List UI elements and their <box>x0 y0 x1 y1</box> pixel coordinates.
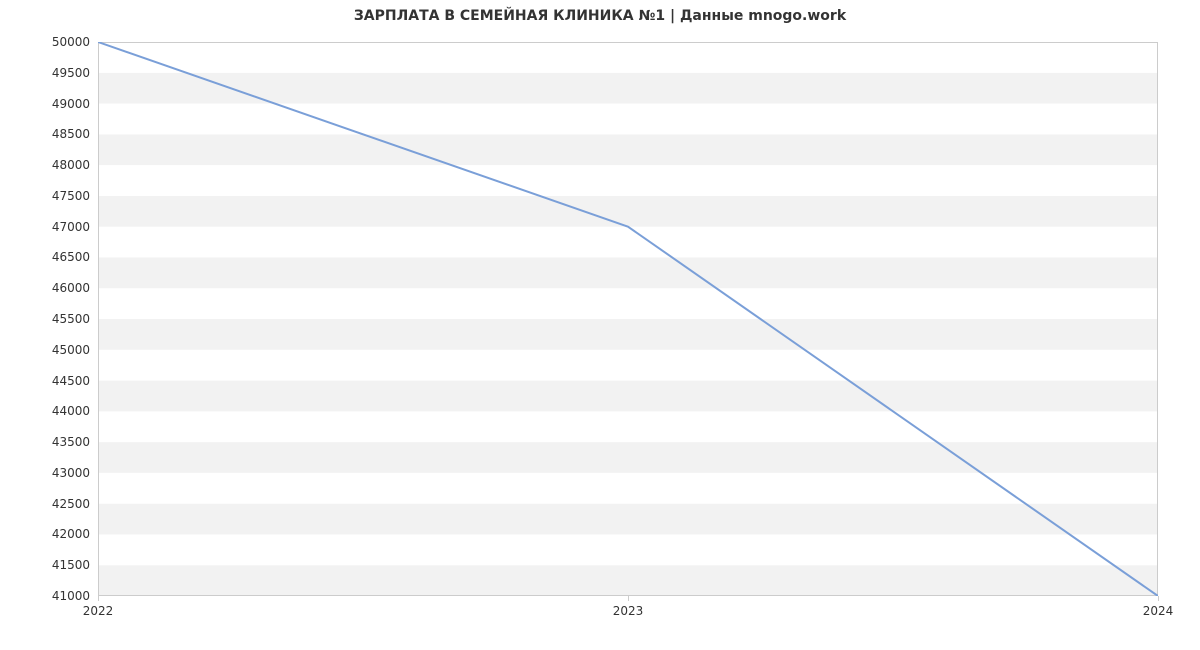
x-tick-mark <box>1158 596 1159 601</box>
x-tick-label: 2024 <box>1143 604 1174 618</box>
x-tick-mark <box>628 596 629 601</box>
y-tick-label: 46500 <box>0 250 90 264</box>
y-tick-label: 41500 <box>0 558 90 572</box>
salary-chart: ЗАРПЛАТА В СЕМЕЙНАЯ КЛИНИКА №1 | Данные … <box>0 0 1200 650</box>
plot-area <box>98 42 1158 596</box>
y-tick-label: 46000 <box>0 281 90 295</box>
x-tick-label: 2023 <box>613 604 644 618</box>
y-tick-label: 48000 <box>0 158 90 172</box>
y-tick-label: 45000 <box>0 343 90 357</box>
y-tick-label: 47000 <box>0 220 90 234</box>
y-tick-label: 50000 <box>0 35 90 49</box>
x-tick-label: 2022 <box>83 604 114 618</box>
y-tick-label: 49500 <box>0 66 90 80</box>
y-tick-label: 42000 <box>0 527 90 541</box>
chart-title: ЗАРПЛАТА В СЕМЕЙНАЯ КЛИНИКА №1 | Данные … <box>0 8 1200 24</box>
y-tick-label: 41000 <box>0 589 90 603</box>
y-tick-label: 44500 <box>0 374 90 388</box>
y-tick-label: 42500 <box>0 497 90 511</box>
y-tick-label: 43500 <box>0 435 90 449</box>
y-tick-label: 43000 <box>0 466 90 480</box>
y-tick-label: 49000 <box>0 97 90 111</box>
y-tick-label: 45500 <box>0 312 90 326</box>
x-tick-mark <box>98 596 99 601</box>
y-tick-label: 47500 <box>0 189 90 203</box>
y-tick-label: 44000 <box>0 404 90 418</box>
y-tick-label: 48500 <box>0 127 90 141</box>
